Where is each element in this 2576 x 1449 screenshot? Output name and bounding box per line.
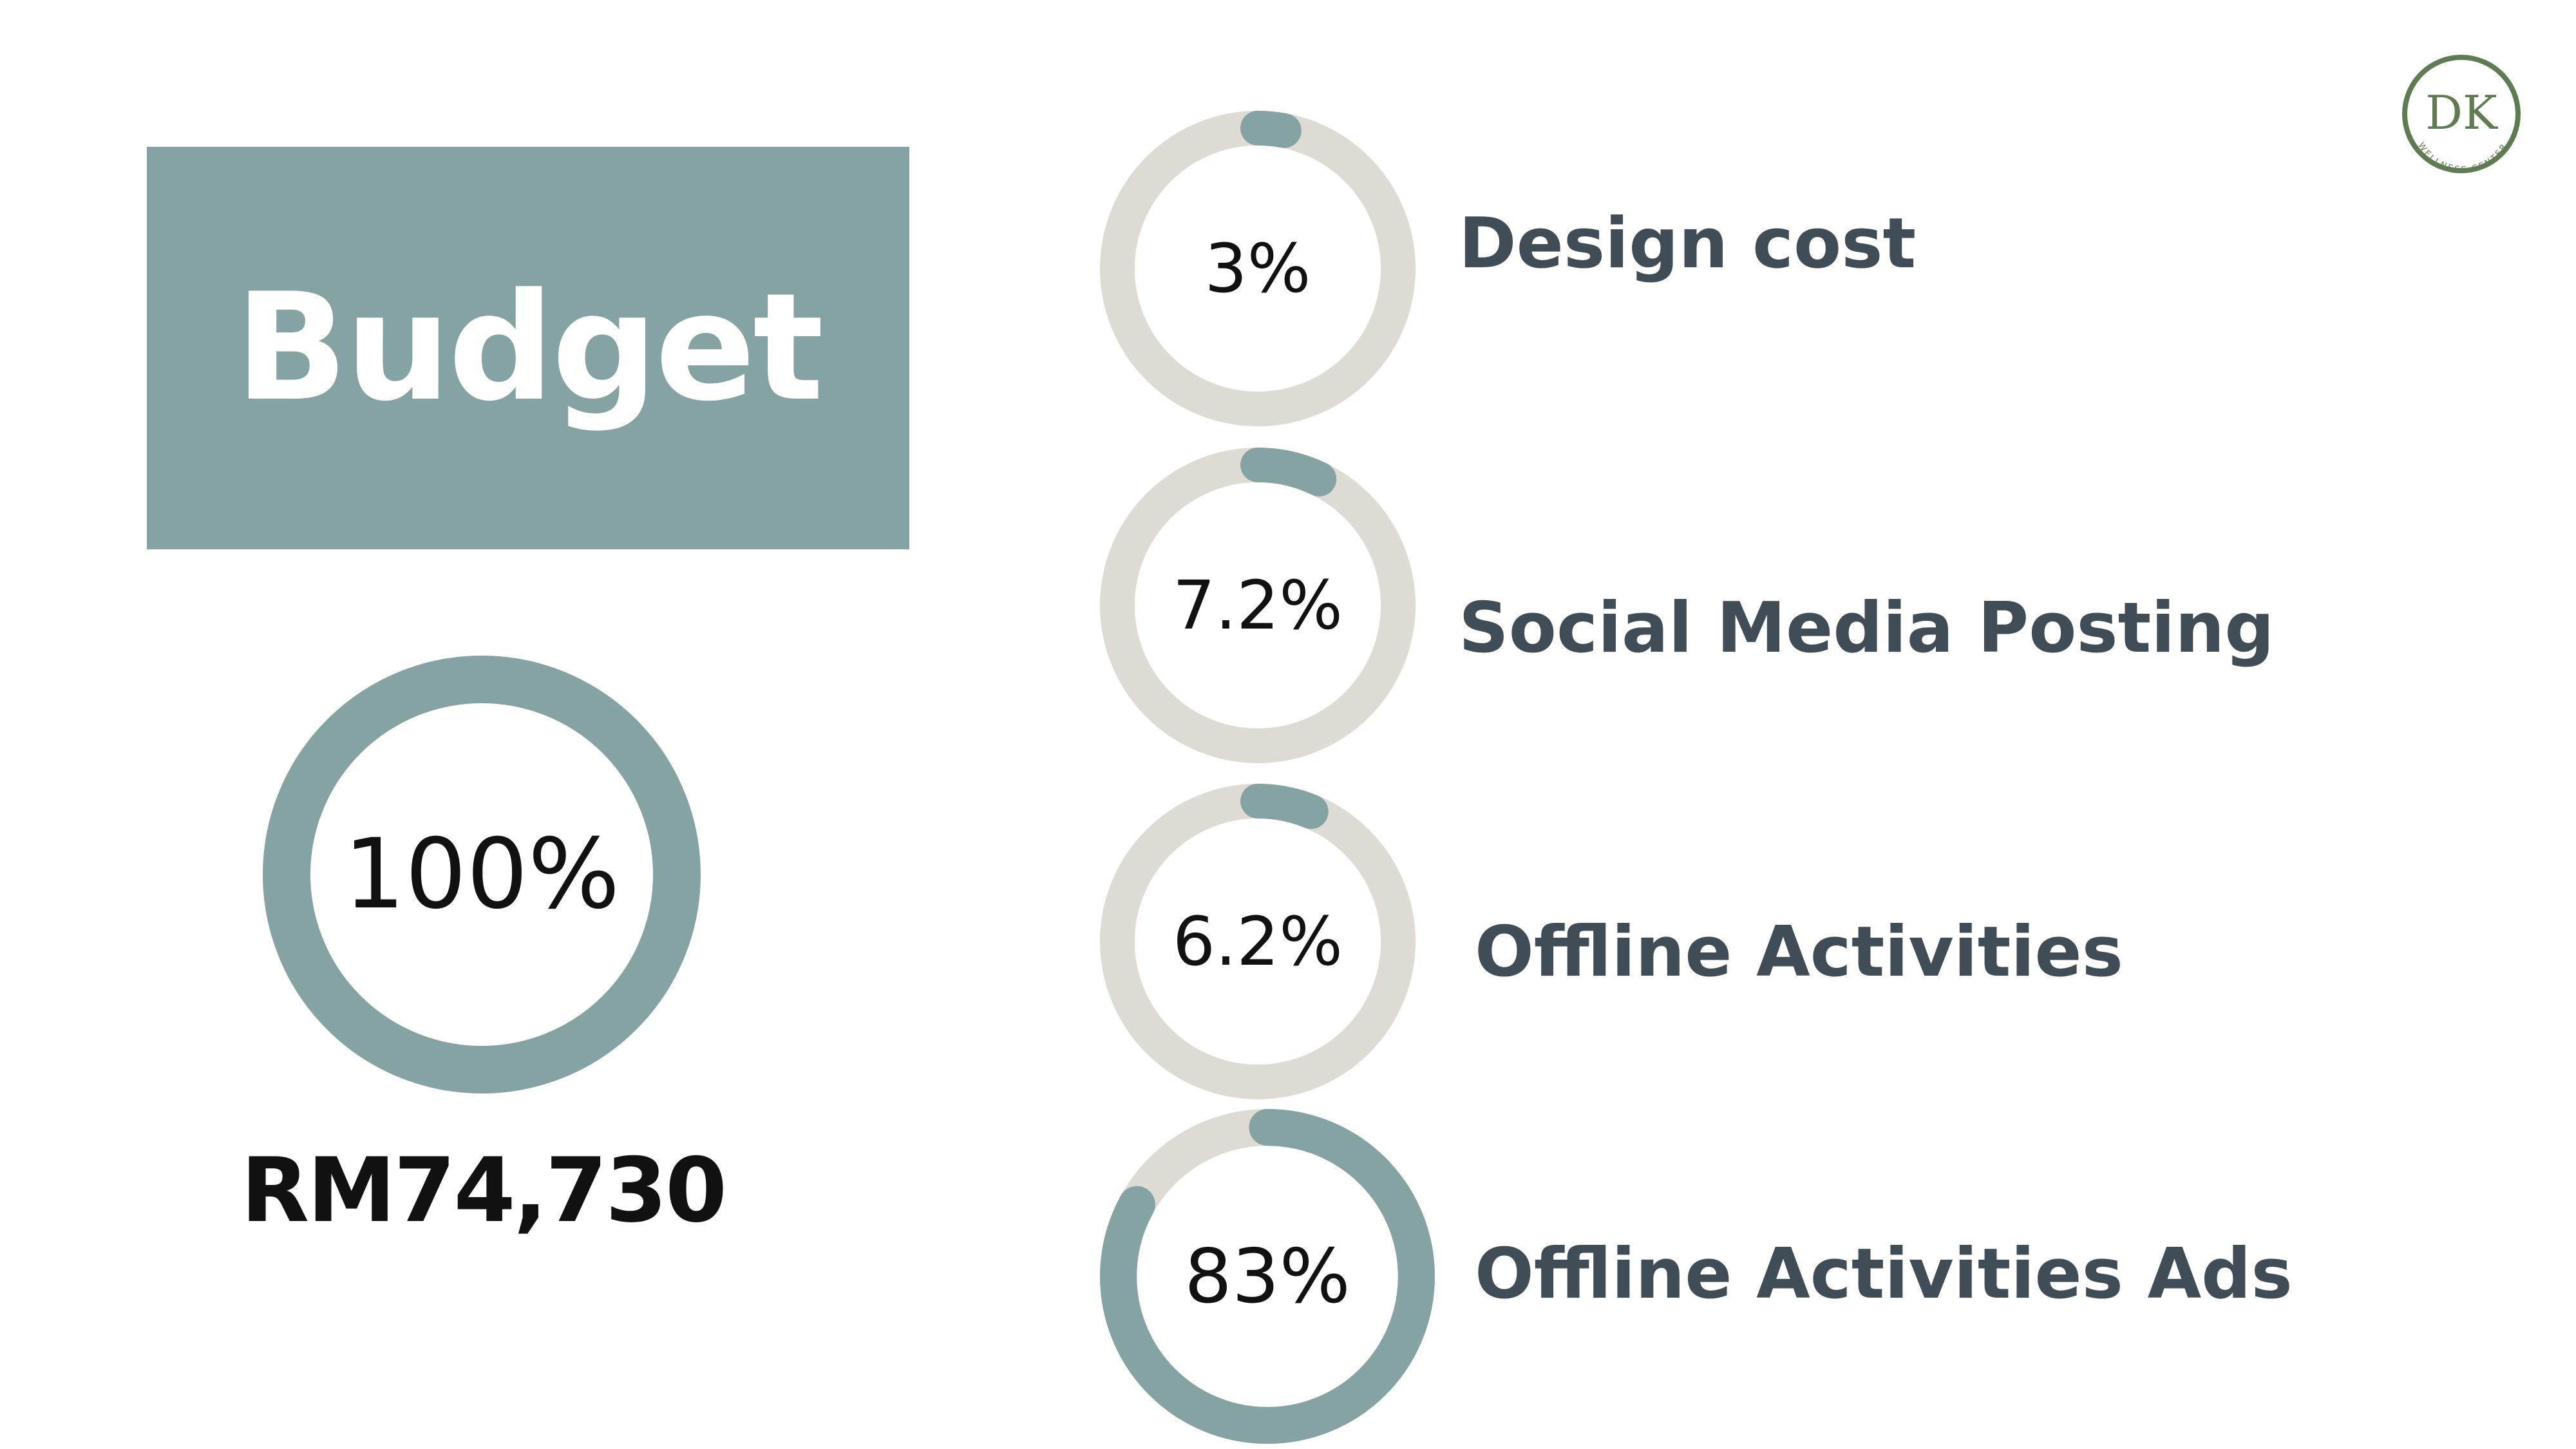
category-label-offline-activities: Offline Activities — [1475, 912, 2123, 992]
donut-arc-social-media-posting — [1099, 447, 1416, 764]
category-label-social-media-posting: Social Media Posting — [1459, 588, 2275, 668]
value-label-design-cost: 3% — [1204, 229, 1311, 308]
donut-arc-design-cost — [1099, 110, 1416, 427]
total-amount: RM74,730 — [240, 1139, 727, 1242]
total-donut: 100% — [263, 656, 701, 1094]
dk-logo-mark: DK WELLNESS CENTER — [2402, 55, 2521, 175]
donut-arc-offline-activities — [1099, 783, 1416, 1100]
dk-logo: DK WELLNESS CENTER — [2394, 46, 2529, 182]
donut-ring-offline-activities — [1099, 783, 1416, 1100]
donut-arc-offline-activities-ads — [1100, 1109, 1435, 1444]
total-percent-label: 100% — [343, 819, 620, 931]
page-title: Budget — [234, 262, 824, 434]
value-label-offline-activities: 6.2% — [1172, 902, 1343, 981]
total-donut-track — [263, 656, 701, 1094]
donut-social-media-posting: 7.2% — [1099, 447, 1416, 764]
svg-text:DK: DK — [2425, 86, 2498, 140]
title-box: Budget — [147, 147, 909, 549]
value-label-offline-activities-ads: 83% — [1184, 1233, 1350, 1320]
donut-ring-social-media-posting — [1099, 447, 1416, 764]
donut-design-cost: 3% — [1099, 110, 1416, 427]
donut-offline-activities-ads: 83% — [1100, 1109, 1435, 1444]
donut-ring-offline-activities-ads — [1100, 1109, 1435, 1444]
category-label-offline-activities-ads: Offline Activities Ads — [1475, 1234, 2293, 1314]
donut-offline-activities: 6.2% — [1099, 783, 1416, 1100]
total-donut-ring — [263, 656, 701, 1094]
donut-ring-design-cost — [1099, 110, 1416, 427]
value-label-social-media-posting: 7.2% — [1172, 566, 1343, 645]
category-label-design-cost: Design cost — [1459, 204, 1917, 284]
svg-text:WELLNESS CENTER: WELLNESS CENTER — [2416, 141, 2510, 175]
